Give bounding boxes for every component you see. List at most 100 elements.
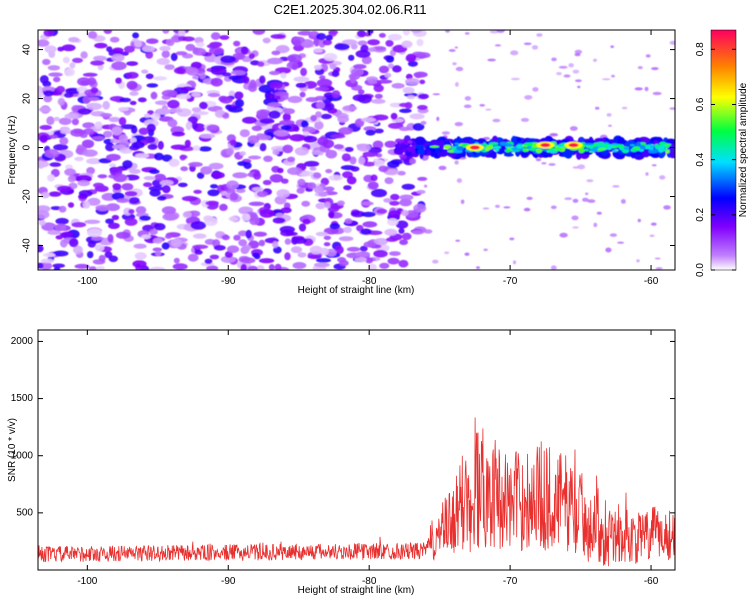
noise-cell: [372, 140, 384, 150]
noise-cell: [384, 72, 392, 78]
noise-cell: [383, 198, 393, 203]
noise-cell: [291, 63, 298, 71]
noise-cell: [659, 175, 666, 180]
noise-cell: [245, 229, 252, 239]
noise-cell: [91, 136, 106, 141]
signal-cell: [429, 145, 440, 148]
noise-cell: [378, 33, 386, 38]
noise-cell: [133, 39, 143, 48]
noise-cell: [162, 30, 170, 34]
noise-cell: [188, 162, 203, 167]
noise-cell: [593, 222, 598, 228]
noise-cell: [194, 37, 204, 44]
noise-cell: [572, 198, 579, 203]
noise-cell: [663, 205, 671, 210]
noise-cell: [170, 144, 187, 150]
noise-cell: [401, 40, 413, 48]
noise-cell: [88, 96, 100, 102]
y-tick-label: 0: [22, 144, 33, 150]
noise-cell: [203, 215, 214, 222]
noise-cell: [141, 45, 155, 52]
noise-cell: [77, 180, 91, 187]
signal-cell: [407, 140, 413, 144]
colorbar-tick-label: 0.4: [695, 152, 706, 166]
colorbar-tick-label: 0.0: [695, 263, 706, 277]
noise-cell: [219, 96, 233, 104]
noise-cell: [248, 53, 255, 59]
noise-cell: [234, 91, 244, 100]
snr-ticks: -100 -90 -80 -70 -60 500 1000 1500 2000: [11, 330, 675, 587]
noise-cell: [256, 265, 265, 270]
noise-cell: [219, 203, 228, 211]
noise-cell: [289, 134, 306, 142]
noise-cell: [654, 257, 661, 260]
noise-cell: [231, 70, 246, 76]
x-tick-label: -80: [362, 276, 377, 287]
noise-cell: [367, 39, 380, 46]
noise-cell: [356, 143, 371, 152]
noise-cell: [78, 190, 93, 197]
noise-cell: [341, 39, 358, 46]
noise-cell: [87, 197, 101, 206]
noise-cell: [109, 163, 117, 168]
signal-cell: [596, 141, 606, 147]
signal-cell: [665, 138, 675, 143]
noise-cell: [290, 246, 303, 254]
noise-cell: [535, 158, 542, 162]
x-tick-label: -80: [362, 576, 377, 587]
noise-cell: [126, 80, 138, 90]
noise-cell: [139, 215, 151, 221]
noise-cell: [374, 159, 385, 168]
noise-cell: [167, 119, 178, 128]
noise-cell: [333, 144, 344, 150]
noise-cell: [348, 54, 355, 61]
noise-cell: [319, 75, 326, 80]
noise-cell: [341, 153, 351, 162]
noise-cell: [162, 185, 171, 194]
noise-cell: [82, 200, 91, 209]
signal-cell: [430, 151, 436, 157]
noise-cell: [272, 240, 279, 249]
noise-cell: [40, 258, 55, 264]
noise-cell: [297, 252, 307, 258]
noise-cell: [77, 77, 91, 86]
noise-cell: [417, 176, 428, 181]
noise-cell: [343, 185, 352, 191]
signal-cell: [485, 147, 490, 152]
noise-cell: [87, 31, 98, 39]
noise-cell: [323, 53, 338, 62]
noise-cell: [108, 116, 121, 123]
noise-cell: [60, 239, 68, 248]
noise-cell: [608, 124, 612, 127]
noise-cell: [263, 155, 273, 162]
signal-cell: [400, 139, 405, 143]
noise-cell: [455, 66, 464, 72]
noise-cell: [171, 131, 185, 137]
noise-cell: [144, 113, 151, 118]
colorbar-tick-label: 0.6: [695, 97, 706, 111]
noise-cell: [295, 82, 307, 88]
noise-cell: [328, 174, 344, 181]
spectrogram-frame: [37, 29, 676, 271]
noise-cell: [156, 108, 171, 115]
noise-cell: [283, 108, 295, 115]
noise-cell: [355, 49, 371, 58]
noise-cell: [38, 262, 44, 269]
noise-cell: [86, 167, 95, 175]
noise-cell: [385, 237, 398, 242]
noise-cell: [192, 233, 207, 239]
noise-cell: [193, 189, 202, 194]
noise-cell: [86, 158, 102, 165]
noise-cell: [147, 143, 158, 150]
noise-cell: [191, 92, 202, 97]
y-tick-label: 1500: [11, 393, 34, 404]
signal-cell: [443, 144, 452, 149]
signal-cell: [650, 136, 662, 144]
noise-cell: [38, 39, 50, 47]
noise-cell: [301, 120, 309, 128]
noise-cell: [361, 117, 376, 123]
noise-cell: [343, 226, 352, 234]
noise-cell: [111, 53, 125, 62]
noise-cell: [569, 126, 578, 131]
